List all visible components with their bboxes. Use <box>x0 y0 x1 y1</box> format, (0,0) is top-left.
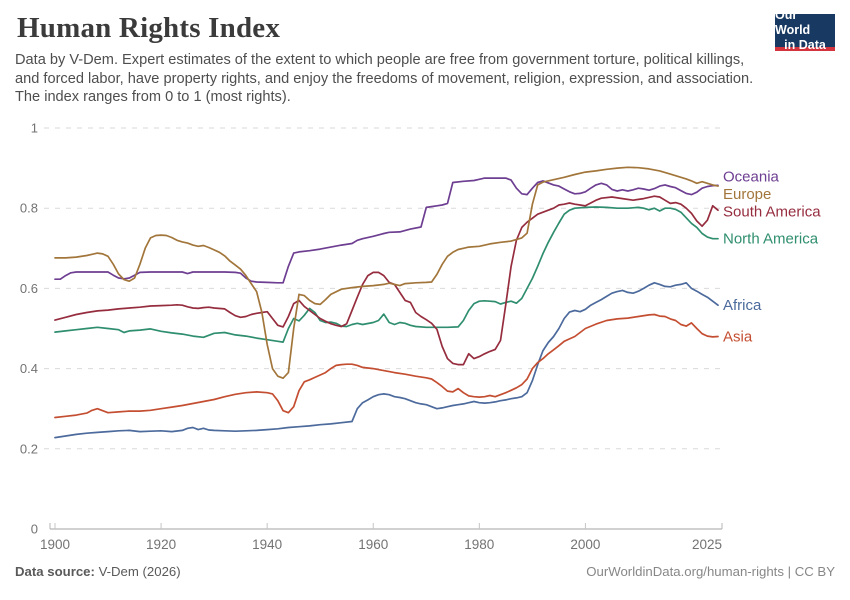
owid-url-link[interactable]: OurWorldinData.org/human-rights <box>586 564 784 579</box>
series-label-europe[interactable]: Europe <box>723 186 771 203</box>
series-label-south-america[interactable]: South America <box>723 203 821 220</box>
series-label-asia[interactable]: Asia <box>723 329 753 346</box>
owid-logo[interactable]: Our World in Data <box>775 8 835 52</box>
page-title: Human Rights Index <box>17 12 281 44</box>
series-label-africa[interactable]: Africa <box>723 297 762 314</box>
series-line-africa[interactable] <box>54 281 719 439</box>
y-tick-label-1: 1 <box>31 121 38 136</box>
footer-attribution: OurWorldinData.org/human-rights | CC BY <box>586 564 835 579</box>
chart-subtitle: Data by V-Dem. Expert estimates of the e… <box>15 52 754 106</box>
x-tick-label-1980: 1980 <box>464 537 494 552</box>
x-tick-label-1960: 1960 <box>358 537 388 552</box>
y-tick-label-0.8: 0.8 <box>20 201 38 216</box>
series-label-north-america[interactable]: North America <box>723 231 819 248</box>
data-source-label: Data source: <box>15 564 95 579</box>
chart-footer: Data source: V-Dem (2026) OurWorldinData… <box>15 564 835 579</box>
license-text: | CC BY <box>783 564 835 579</box>
series-line-oceania[interactable] <box>54 177 719 284</box>
x-tick-label-2025: 2025 <box>692 537 722 552</box>
data-source: Data source: V-Dem (2026) <box>15 564 181 579</box>
y-tick-label-0.4: 0.4 <box>20 361 38 376</box>
owid-logo-line1: Our World <box>775 8 811 37</box>
y-tick-label-0.6: 0.6 <box>20 281 38 296</box>
series-line-south-america[interactable] <box>54 195 719 366</box>
series-line-europe[interactable] <box>54 166 719 380</box>
series-label-oceania[interactable]: Oceania <box>723 168 780 185</box>
x-tick-label-1900: 1900 <box>40 537 70 552</box>
owid-logo-line2: in Data <box>784 38 826 52</box>
x-tick-label-1940: 1940 <box>252 537 282 552</box>
series-line-asia[interactable] <box>54 313 719 419</box>
x-tick-label-2000: 2000 <box>570 537 600 552</box>
data-source-value: V-Dem (2026) <box>98 564 181 579</box>
y-tick-label-0: 0 <box>31 522 38 537</box>
series-line-north-america[interactable] <box>54 206 719 343</box>
y-tick-label-0.2: 0.2 <box>20 441 38 456</box>
x-tick-label-1920: 1920 <box>146 537 176 552</box>
